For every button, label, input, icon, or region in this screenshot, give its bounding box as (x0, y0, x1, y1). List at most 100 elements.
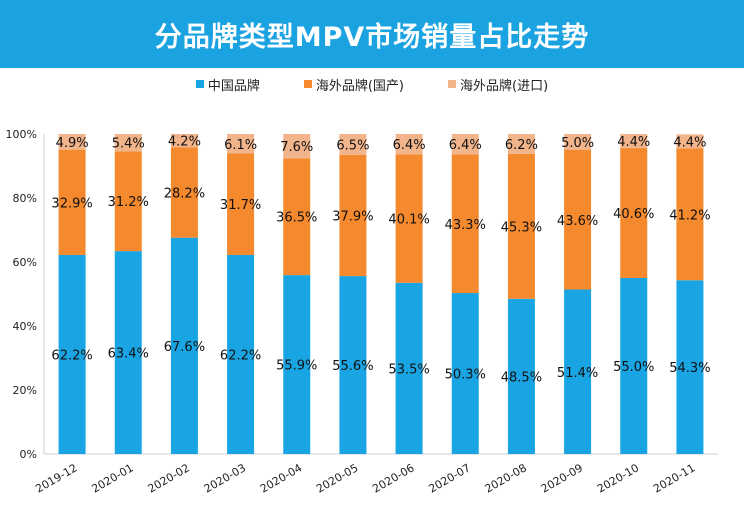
legend-label-china: 中国品牌 (207, 78, 260, 94)
bar-segment-2020-02-s0 (170, 237, 198, 454)
x-tick-label: 2020-08 (483, 461, 529, 495)
bar-segment-2020-03-s0 (227, 254, 255, 454)
legend-item-china: 中国品牌 (195, 74, 260, 94)
bar-segment-2020-05-s2 (339, 134, 367, 155)
data-label-2020-04-s2: 7.6% (280, 140, 313, 155)
data-label-2020-06-s1: 40.1% (388, 213, 429, 228)
data-label-2020-06-s0: 53.5% (388, 362, 429, 377)
data-label-2020-07-s0: 50.3% (445, 368, 486, 383)
data-label-2020-10-s2: 4.4% (617, 135, 650, 150)
bar-segment-2020-06-s2 (395, 134, 423, 155)
bar-segment-2020-03-s2 (227, 134, 255, 154)
bar-segment-2020-01-s1 (114, 151, 142, 252)
data-label-2020-01-s1: 31.2% (108, 195, 149, 210)
bar-segment-2020-02-s2 (170, 134, 198, 148)
data-label-2020-01-s0: 63.4% (108, 347, 149, 362)
bar-segment-2020-09-s2 (564, 134, 592, 150)
data-label-2020-07-s2: 6.4% (449, 138, 482, 153)
bar-segment-2020-09-s1 (564, 150, 592, 290)
bar-segment-2020-11-s2 (676, 134, 704, 149)
data-label-2020-08-s1: 45.3% (501, 220, 542, 235)
legend-label-foreign-import: 海外品牌(进口) (460, 78, 549, 94)
bar-segment-2020-03-s1 (227, 153, 255, 255)
bar-segment-2020-05-s1 (339, 154, 367, 277)
data-label-2020-02-s0: 67.6% (164, 340, 205, 355)
data-label-2020-10-s0: 55.0% (613, 360, 654, 375)
data-label-2020-09-s2: 5.0% (561, 136, 594, 151)
data-label-2019-12-s0: 62.2% (51, 348, 92, 363)
bar-segment-2019-12-s0 (58, 254, 86, 454)
y-tick-label: 100% (6, 128, 37, 141)
bar-segment-2020-06-s0 (395, 282, 423, 454)
bar-segment-2019-12-s1 (58, 149, 86, 255)
legend-swatch-foreign-import (448, 80, 456, 88)
bar-segment-2020-08-s2 (507, 134, 535, 154)
chart-title: 分品牌类型MPV市场销量占比走势 (154, 21, 590, 53)
bar-segment-2020-07-s2 (451, 134, 479, 155)
bar-segment-2020-04-s0 (283, 275, 311, 454)
bar-segment-2020-09-s0 (564, 289, 592, 454)
bar-segment-2020-01-s2 (114, 134, 142, 152)
y-tick-label: 60% (13, 256, 37, 269)
data-label-2020-05-s2: 6.5% (336, 138, 369, 153)
y-tick-label: 20% (13, 384, 37, 397)
bar-segment-2020-07-s1 (451, 154, 479, 294)
x-tick-label: 2020-05 (314, 461, 360, 495)
bar-segment-2020-07-s0 (451, 293, 479, 454)
x-tick-label: 2020-01 (89, 461, 135, 495)
data-label-2020-01-s2: 5.4% (112, 137, 145, 152)
data-label-2020-11-s0: 54.3% (669, 361, 710, 376)
x-tick-label: 2020-06 (370, 461, 416, 495)
title-bar: 分品牌类型MPV市场销量占比走势 (0, 0, 744, 68)
x-tick-label: 2020-02 (146, 461, 192, 495)
bar-segment-2020-02-s1 (170, 147, 198, 238)
x-tick-label: 2020-09 (539, 461, 585, 495)
legend-item-foreign-domestic: 海外品牌(国产) (303, 74, 404, 94)
data-label-2020-03-s0: 62.2% (220, 348, 261, 363)
y-tick-label: 80% (13, 192, 37, 205)
x-tick-label: 2020-04 (258, 461, 304, 495)
data-label-2020-05-s1: 37.9% (332, 209, 373, 224)
data-label-2020-03-s1: 31.7% (220, 198, 261, 213)
x-tick-label: 2020-07 (426, 461, 472, 495)
bar-segment-2020-01-s0 (114, 251, 142, 454)
data-label-2020-04-s1: 36.5% (276, 211, 317, 226)
data-label-2020-04-s0: 55.9% (276, 359, 317, 374)
data-label-2019-12-s2: 4.9% (56, 136, 89, 151)
data-label-2020-06-s2: 6.4% (393, 138, 426, 153)
data-label-2020-10-s1: 40.6% (613, 207, 654, 222)
x-tick-label: 2020-11 (651, 461, 697, 495)
data-label-2020-08-s2: 6.2% (505, 138, 538, 153)
data-label-2020-03-s2: 6.1% (224, 138, 257, 153)
legend: 中国品牌 海外品牌(国产) 海外品牌(进口) (0, 74, 744, 94)
data-label-2020-02-s2: 4.2% (168, 135, 201, 150)
bar-segment-2019-12-s2 (58, 134, 86, 150)
data-label-2020-11-s1: 41.2% (669, 208, 710, 223)
data-label-2020-02-s1: 28.2% (164, 187, 205, 202)
bar-segment-2020-05-s0 (339, 276, 367, 454)
data-label-2019-12-s1: 32.9% (51, 196, 92, 211)
bar-segment-2020-11-s1 (676, 148, 704, 281)
bar-segment-2020-10-s1 (620, 148, 648, 278)
legend-swatch-foreign-domestic (303, 80, 312, 88)
data-label-2020-05-s0: 55.6% (332, 359, 373, 374)
bar-segment-2020-04-s1 (283, 158, 311, 276)
bar-segment-2020-08-s0 (507, 298, 535, 454)
data-label-2020-08-s0: 48.5% (501, 370, 542, 385)
bar-segment-2020-06-s1 (395, 154, 423, 283)
data-label-2020-11-s2: 4.4% (673, 135, 706, 150)
legend-swatch-china (195, 80, 204, 88)
bar-segment-2020-11-s0 (676, 280, 704, 454)
y-tick-label: 40% (13, 320, 37, 333)
data-label-2020-07-s1: 43.3% (445, 218, 486, 233)
bar-segment-2020-10-s0 (620, 278, 648, 454)
x-tick-label: 2019-12 (33, 461, 79, 495)
data-label-2020-09-s0: 51.4% (557, 366, 598, 381)
x-tick-label: 2020-03 (202, 461, 248, 495)
bar-segment-2020-04-s2 (283, 134, 311, 159)
x-tick-label: 2020-10 (595, 461, 641, 495)
data-label-2020-09-s1: 43.6% (557, 214, 598, 229)
bar-segment-2020-08-s1 (507, 153, 535, 299)
y-tick-label: 0% (20, 448, 37, 461)
